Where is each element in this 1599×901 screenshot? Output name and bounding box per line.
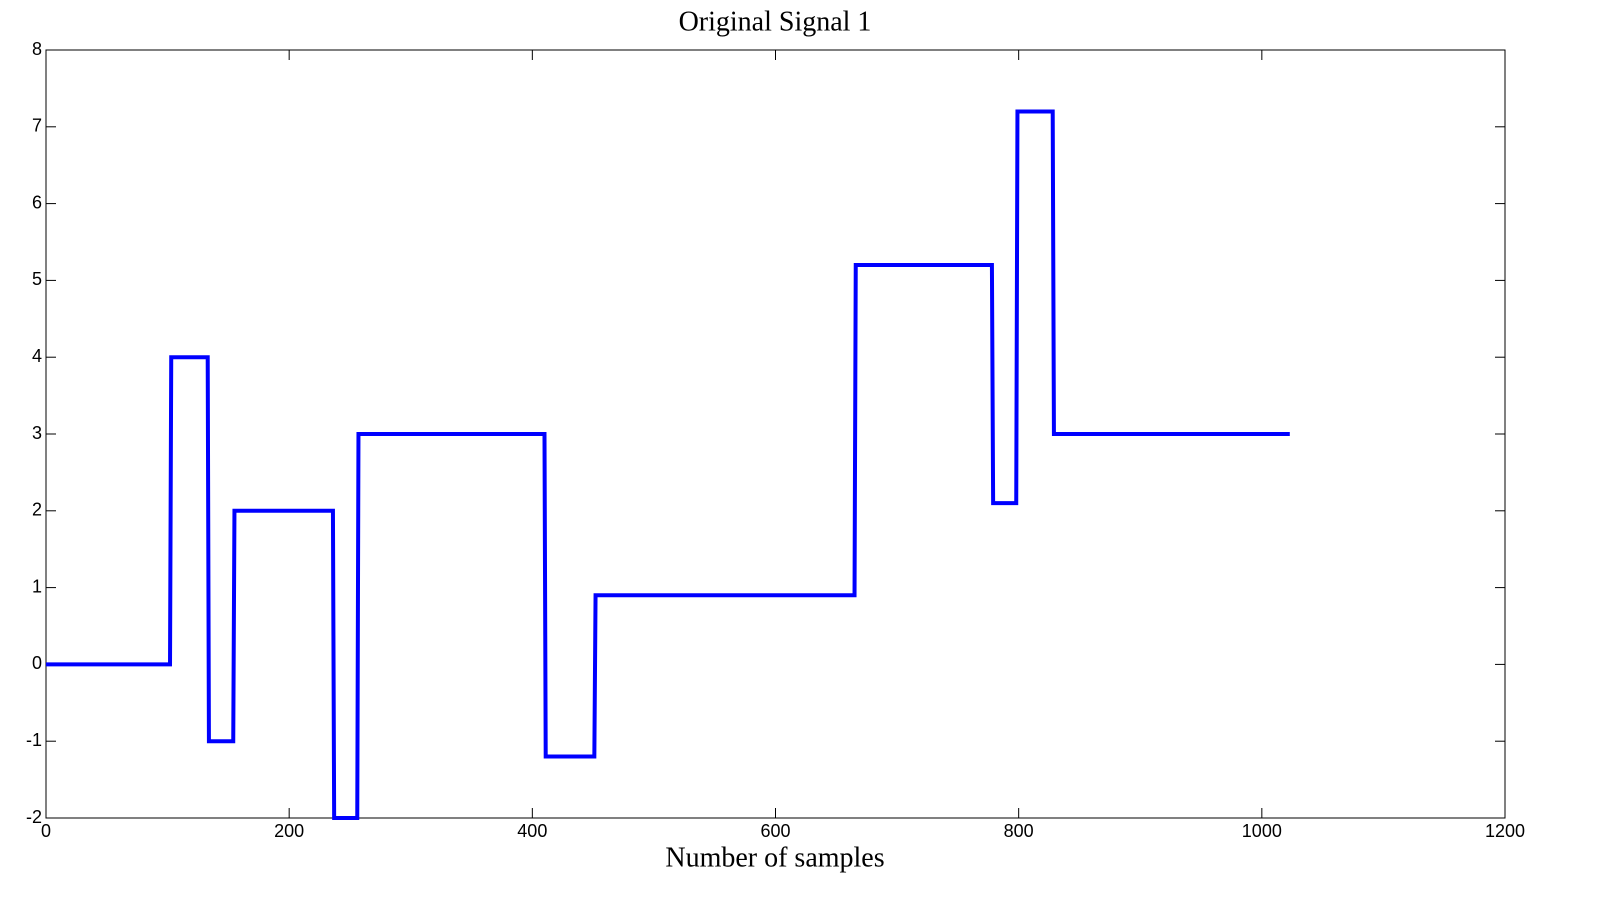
x-tick-label: 800 [1004, 821, 1034, 841]
y-tick-label: 7 [32, 116, 42, 136]
x-tick-label: 400 [517, 821, 547, 841]
y-tick-label: 1 [32, 576, 42, 596]
y-tick-label: 5 [32, 269, 42, 289]
x-tick-label: 600 [760, 821, 790, 841]
x-tick-label: 1000 [1242, 821, 1282, 841]
signal-line [46, 109, 1290, 820]
x-tick-label: 200 [274, 821, 304, 841]
x-tick-label: 0 [41, 821, 51, 841]
y-tick-label: 3 [32, 423, 42, 443]
x-tick-label: 1200 [1485, 821, 1525, 841]
y-tick-label: 4 [32, 346, 42, 366]
y-tick-label: -2 [26, 807, 42, 827]
chart-title: Original Signal 1 [679, 6, 872, 37]
y-tick-label: 2 [32, 500, 42, 520]
x-axis-label: Number of samples [665, 842, 884, 873]
y-tick-label: 0 [32, 653, 42, 673]
y-tick-label: -1 [26, 730, 42, 750]
y-tick-label: 8 [32, 39, 42, 59]
y-tick-label: 6 [32, 192, 42, 212]
